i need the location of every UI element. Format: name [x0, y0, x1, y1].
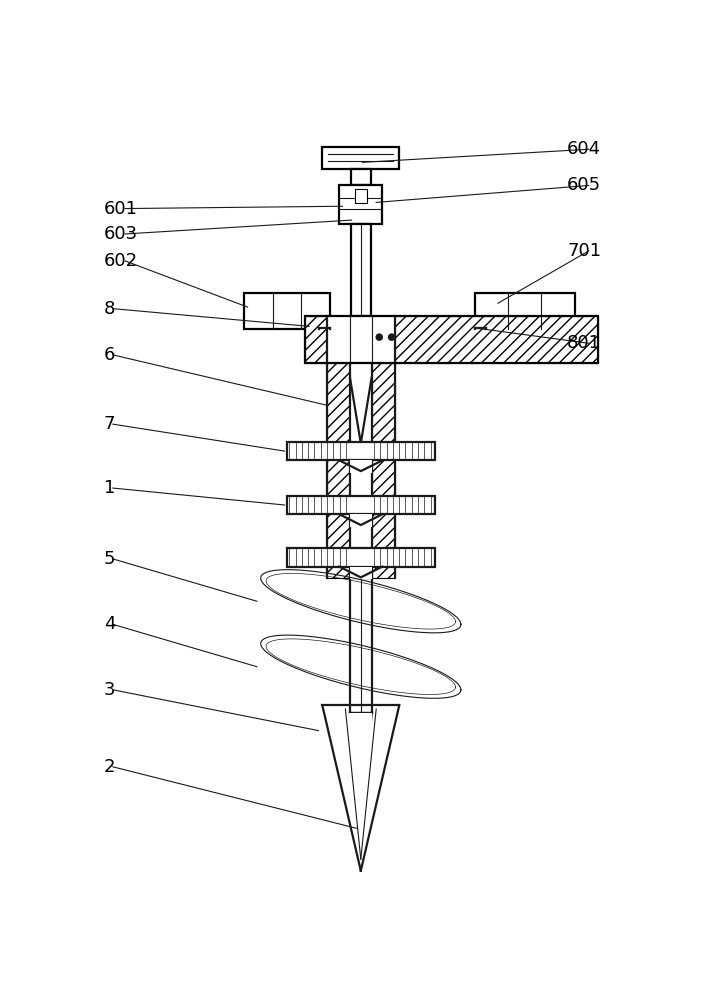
Bar [350, 460, 372, 473]
Circle shape [376, 334, 382, 340]
Text: 5: 5 [103, 550, 115, 568]
Bar [355, 189, 367, 203]
Bar [339, 185, 382, 224]
Bar [395, 316, 598, 363]
Bar [327, 316, 395, 363]
Bar [474, 293, 575, 329]
Bar [349, 713, 372, 882]
Bar [322, 147, 399, 169]
Bar [350, 363, 372, 578]
Bar [244, 293, 330, 329]
Text: 4: 4 [103, 615, 115, 633]
Text: 601: 601 [103, 200, 137, 218]
Text: 7: 7 [103, 415, 115, 433]
Text: 2: 2 [103, 758, 115, 776]
Bar [351, 169, 371, 185]
Bar [287, 442, 434, 460]
Bar [306, 316, 598, 363]
Bar [327, 363, 350, 578]
Circle shape [389, 334, 395, 340]
Text: 603: 603 [103, 225, 138, 243]
Text: 604: 604 [567, 140, 601, 158]
Text: 6: 6 [103, 346, 115, 364]
Text: 602: 602 [103, 252, 138, 270]
Bar [350, 567, 372, 579]
Text: 1: 1 [103, 479, 115, 497]
Bar [287, 496, 434, 514]
Bar [351, 224, 371, 316]
Text: 605: 605 [567, 176, 601, 194]
Text: 701: 701 [567, 242, 601, 260]
Bar [287, 548, 434, 567]
Bar [306, 316, 327, 363]
Text: 801: 801 [567, 334, 601, 352]
Bar [372, 363, 395, 578]
Bar [350, 514, 372, 527]
Text: 3: 3 [103, 681, 115, 699]
Bar [350, 578, 372, 713]
Text: 8: 8 [103, 300, 115, 318]
